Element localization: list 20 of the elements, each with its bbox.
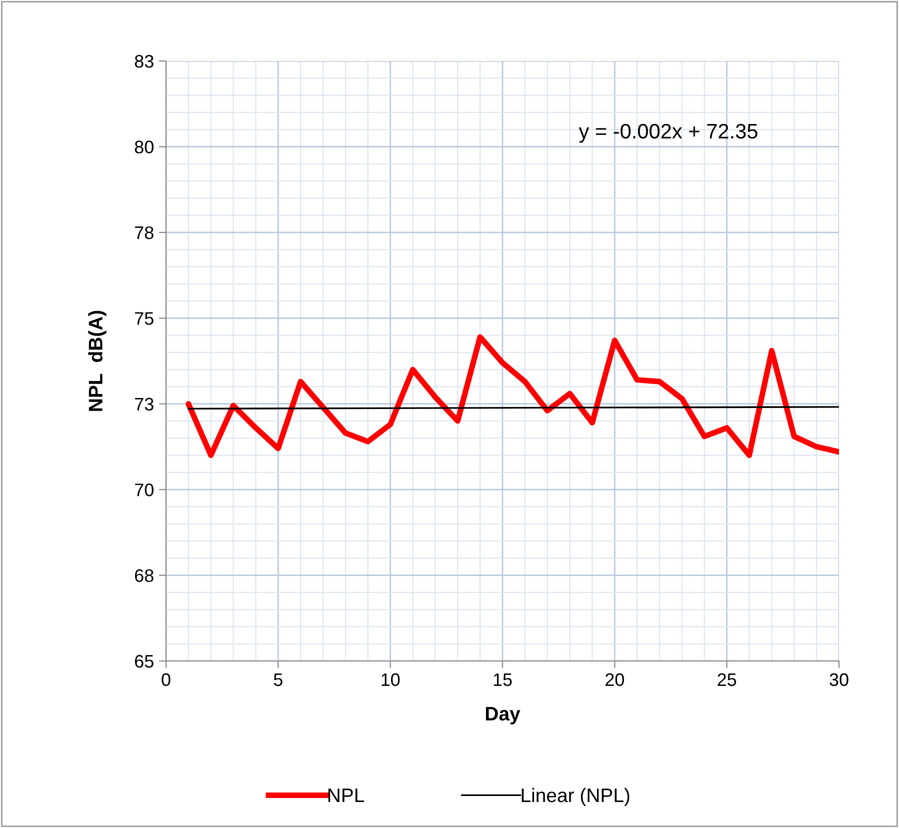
annotation: y = -0.002x + 72.35: [578, 124, 758, 143]
y-tick-label: 83: [134, 54, 154, 68]
x-tick-label: 20: [606, 673, 624, 686]
y-tick-label: 68: [135, 569, 154, 582]
y-tick-label: 70: [135, 484, 154, 496]
legend-label: Linear (NPL): [522, 788, 630, 806]
x-axis-title: Day: [486, 707, 520, 724]
y-axis-title: NPL dB(A): [88, 310, 106, 411]
x-tick-label: 15: [494, 673, 512, 686]
y-tick-label: 80: [134, 140, 154, 154]
y-tick-label: 65: [135, 654, 154, 668]
y-tick-label: 73: [135, 398, 154, 411]
x-tick-label: 0: [162, 673, 170, 686]
x-tick-label: 30: [830, 673, 848, 686]
legend-label: NPL: [328, 788, 364, 802]
x-tick-label: 10: [382, 673, 400, 686]
x-tick-label: 25: [718, 673, 736, 686]
y-tick-label: 75: [135, 312, 154, 325]
y-tick-label: 78: [135, 226, 154, 240]
x-tick-label: 5: [274, 673, 282, 686]
